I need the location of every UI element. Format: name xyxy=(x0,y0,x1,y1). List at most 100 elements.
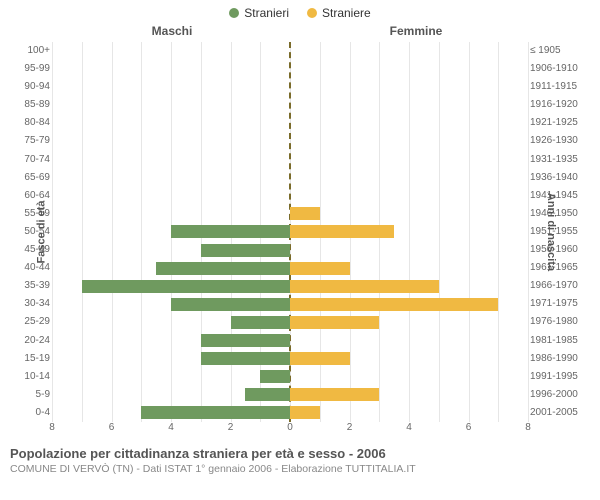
chart-title: Popolazione per cittadinanza straniera p… xyxy=(10,446,590,461)
age-row xyxy=(52,169,528,187)
legend: Stranieri Straniere xyxy=(0,0,600,20)
age-row xyxy=(52,132,528,150)
yaxis-left-tick: 25-29 xyxy=(24,313,50,331)
bar-male xyxy=(245,388,290,401)
yaxis-left-tick: 35-39 xyxy=(24,277,50,295)
yaxis-right-tick: 1931-1935 xyxy=(530,151,578,169)
yaxis-left-tick: 0-4 xyxy=(36,404,50,422)
yaxis-left-tick: 15-19 xyxy=(24,350,50,368)
yaxis-left-tick: 75-79 xyxy=(24,132,50,150)
bar-female xyxy=(290,298,498,311)
age-row xyxy=(52,386,528,404)
legend-label-male: Stranieri xyxy=(244,6,289,20)
bar-female xyxy=(290,280,439,293)
xaxis-tick: 2 xyxy=(228,422,234,433)
age-row xyxy=(52,259,528,277)
age-row xyxy=(52,350,528,368)
header-female: Femmine xyxy=(294,24,600,38)
bar-male xyxy=(156,262,290,275)
gridline xyxy=(528,42,529,422)
column-headers: Maschi Femmine xyxy=(0,24,600,38)
xaxis: 8 6 4 2 0 2 4 6 8 xyxy=(10,422,590,440)
age-row xyxy=(52,60,528,78)
yaxis-right: ≤ 19051906-19101911-19151916-19201921-19… xyxy=(528,42,590,422)
age-row xyxy=(52,368,528,386)
age-row xyxy=(52,277,528,295)
age-row xyxy=(52,332,528,350)
legend-item-male: Stranieri xyxy=(229,6,289,20)
bar-male xyxy=(260,370,290,383)
yaxis-right-tick: 1981-1985 xyxy=(530,332,578,350)
bar-female xyxy=(290,406,320,419)
yaxis-left-tick: 100+ xyxy=(27,42,50,60)
legend-dot-male xyxy=(229,8,239,18)
yaxis-right-tick: 1921-1925 xyxy=(530,114,578,132)
age-row xyxy=(52,313,528,331)
xaxis-tick: 8 xyxy=(525,422,531,433)
age-row xyxy=(52,96,528,114)
legend-item-female: Straniere xyxy=(307,6,371,20)
xaxis-tick: 4 xyxy=(406,422,412,433)
yaxis-right-tick: 1991-1995 xyxy=(530,368,578,386)
bar-male xyxy=(171,298,290,311)
yaxis-left-tick: 90-94 xyxy=(24,78,50,96)
legend-dot-female xyxy=(307,8,317,18)
bar-female xyxy=(290,316,379,329)
bar-rows xyxy=(52,42,528,422)
bar-male xyxy=(82,280,290,293)
yaxis-right-tick: 1966-1970 xyxy=(530,277,578,295)
bar-female xyxy=(290,262,350,275)
bar-male xyxy=(141,406,290,419)
chart-area: Fasce di età 100+95-9990-9485-8980-8475-… xyxy=(10,42,590,422)
age-row xyxy=(52,42,528,60)
yaxis-right-tick: 1971-1975 xyxy=(530,295,578,313)
age-row xyxy=(52,78,528,96)
xaxis-tick: 0 xyxy=(287,422,293,433)
bar-male xyxy=(201,334,290,347)
xaxis-tick: 8 xyxy=(49,422,55,433)
age-row xyxy=(52,114,528,132)
legend-label-female: Straniere xyxy=(322,6,371,20)
bar-female xyxy=(290,352,350,365)
bar-male xyxy=(171,225,290,238)
yaxis-right-tick: 1976-1980 xyxy=(530,313,578,331)
yaxis-right-tick: 1936-1940 xyxy=(530,169,578,187)
age-row xyxy=(52,223,528,241)
bar-male xyxy=(231,316,291,329)
yaxis-left-tick: 70-74 xyxy=(24,151,50,169)
yaxis-right-tick: ≤ 1905 xyxy=(530,42,561,60)
age-row xyxy=(52,404,528,422)
age-row xyxy=(52,151,528,169)
xaxis-tick: 2 xyxy=(347,422,353,433)
yaxis-right-tick: 1911-1915 xyxy=(530,78,577,96)
yaxis-left-tick: 80-84 xyxy=(24,114,50,132)
yaxis-left-tick: 20-24 xyxy=(24,332,50,350)
yaxis-left-tick: 30-34 xyxy=(24,295,50,313)
yaxis-left-tick: 10-14 xyxy=(24,368,50,386)
bar-male xyxy=(201,352,290,365)
yaxis-right-tick: 1916-1920 xyxy=(530,96,578,114)
age-row xyxy=(52,205,528,223)
bar-female xyxy=(290,207,320,220)
yaxis-left-tick: 95-99 xyxy=(24,60,50,78)
yaxis-left-tick: 65-69 xyxy=(24,169,50,187)
yaxis-left-tick: 85-89 xyxy=(24,96,50,114)
bar-female xyxy=(290,225,394,238)
yaxis-right-tick: 2001-2005 xyxy=(530,404,578,422)
xaxis-tick: 6 xyxy=(109,422,115,433)
chart-subtitle: COMUNE DI VERVÒ (TN) - Dati ISTAT 1° gen… xyxy=(10,463,590,475)
yaxis-right-tick: 1926-1930 xyxy=(530,132,578,150)
yaxis-left-label: Fasce di età xyxy=(35,201,47,264)
age-row xyxy=(52,295,528,313)
age-row xyxy=(52,187,528,205)
yaxis-right-tick: 1996-2000 xyxy=(530,386,578,404)
xaxis-ticks: 8 6 4 2 0 2 4 6 8 xyxy=(52,422,528,440)
yaxis-right-tick: 1906-1910 xyxy=(530,60,578,78)
yaxis-right-tick: 1986-1990 xyxy=(530,350,578,368)
plot xyxy=(52,42,528,422)
xaxis-tick: 6 xyxy=(466,422,472,433)
bar-female xyxy=(290,388,379,401)
bar-male xyxy=(201,244,290,257)
yaxis-left-tick: 5-9 xyxy=(36,386,50,404)
xaxis-tick: 4 xyxy=(168,422,174,433)
